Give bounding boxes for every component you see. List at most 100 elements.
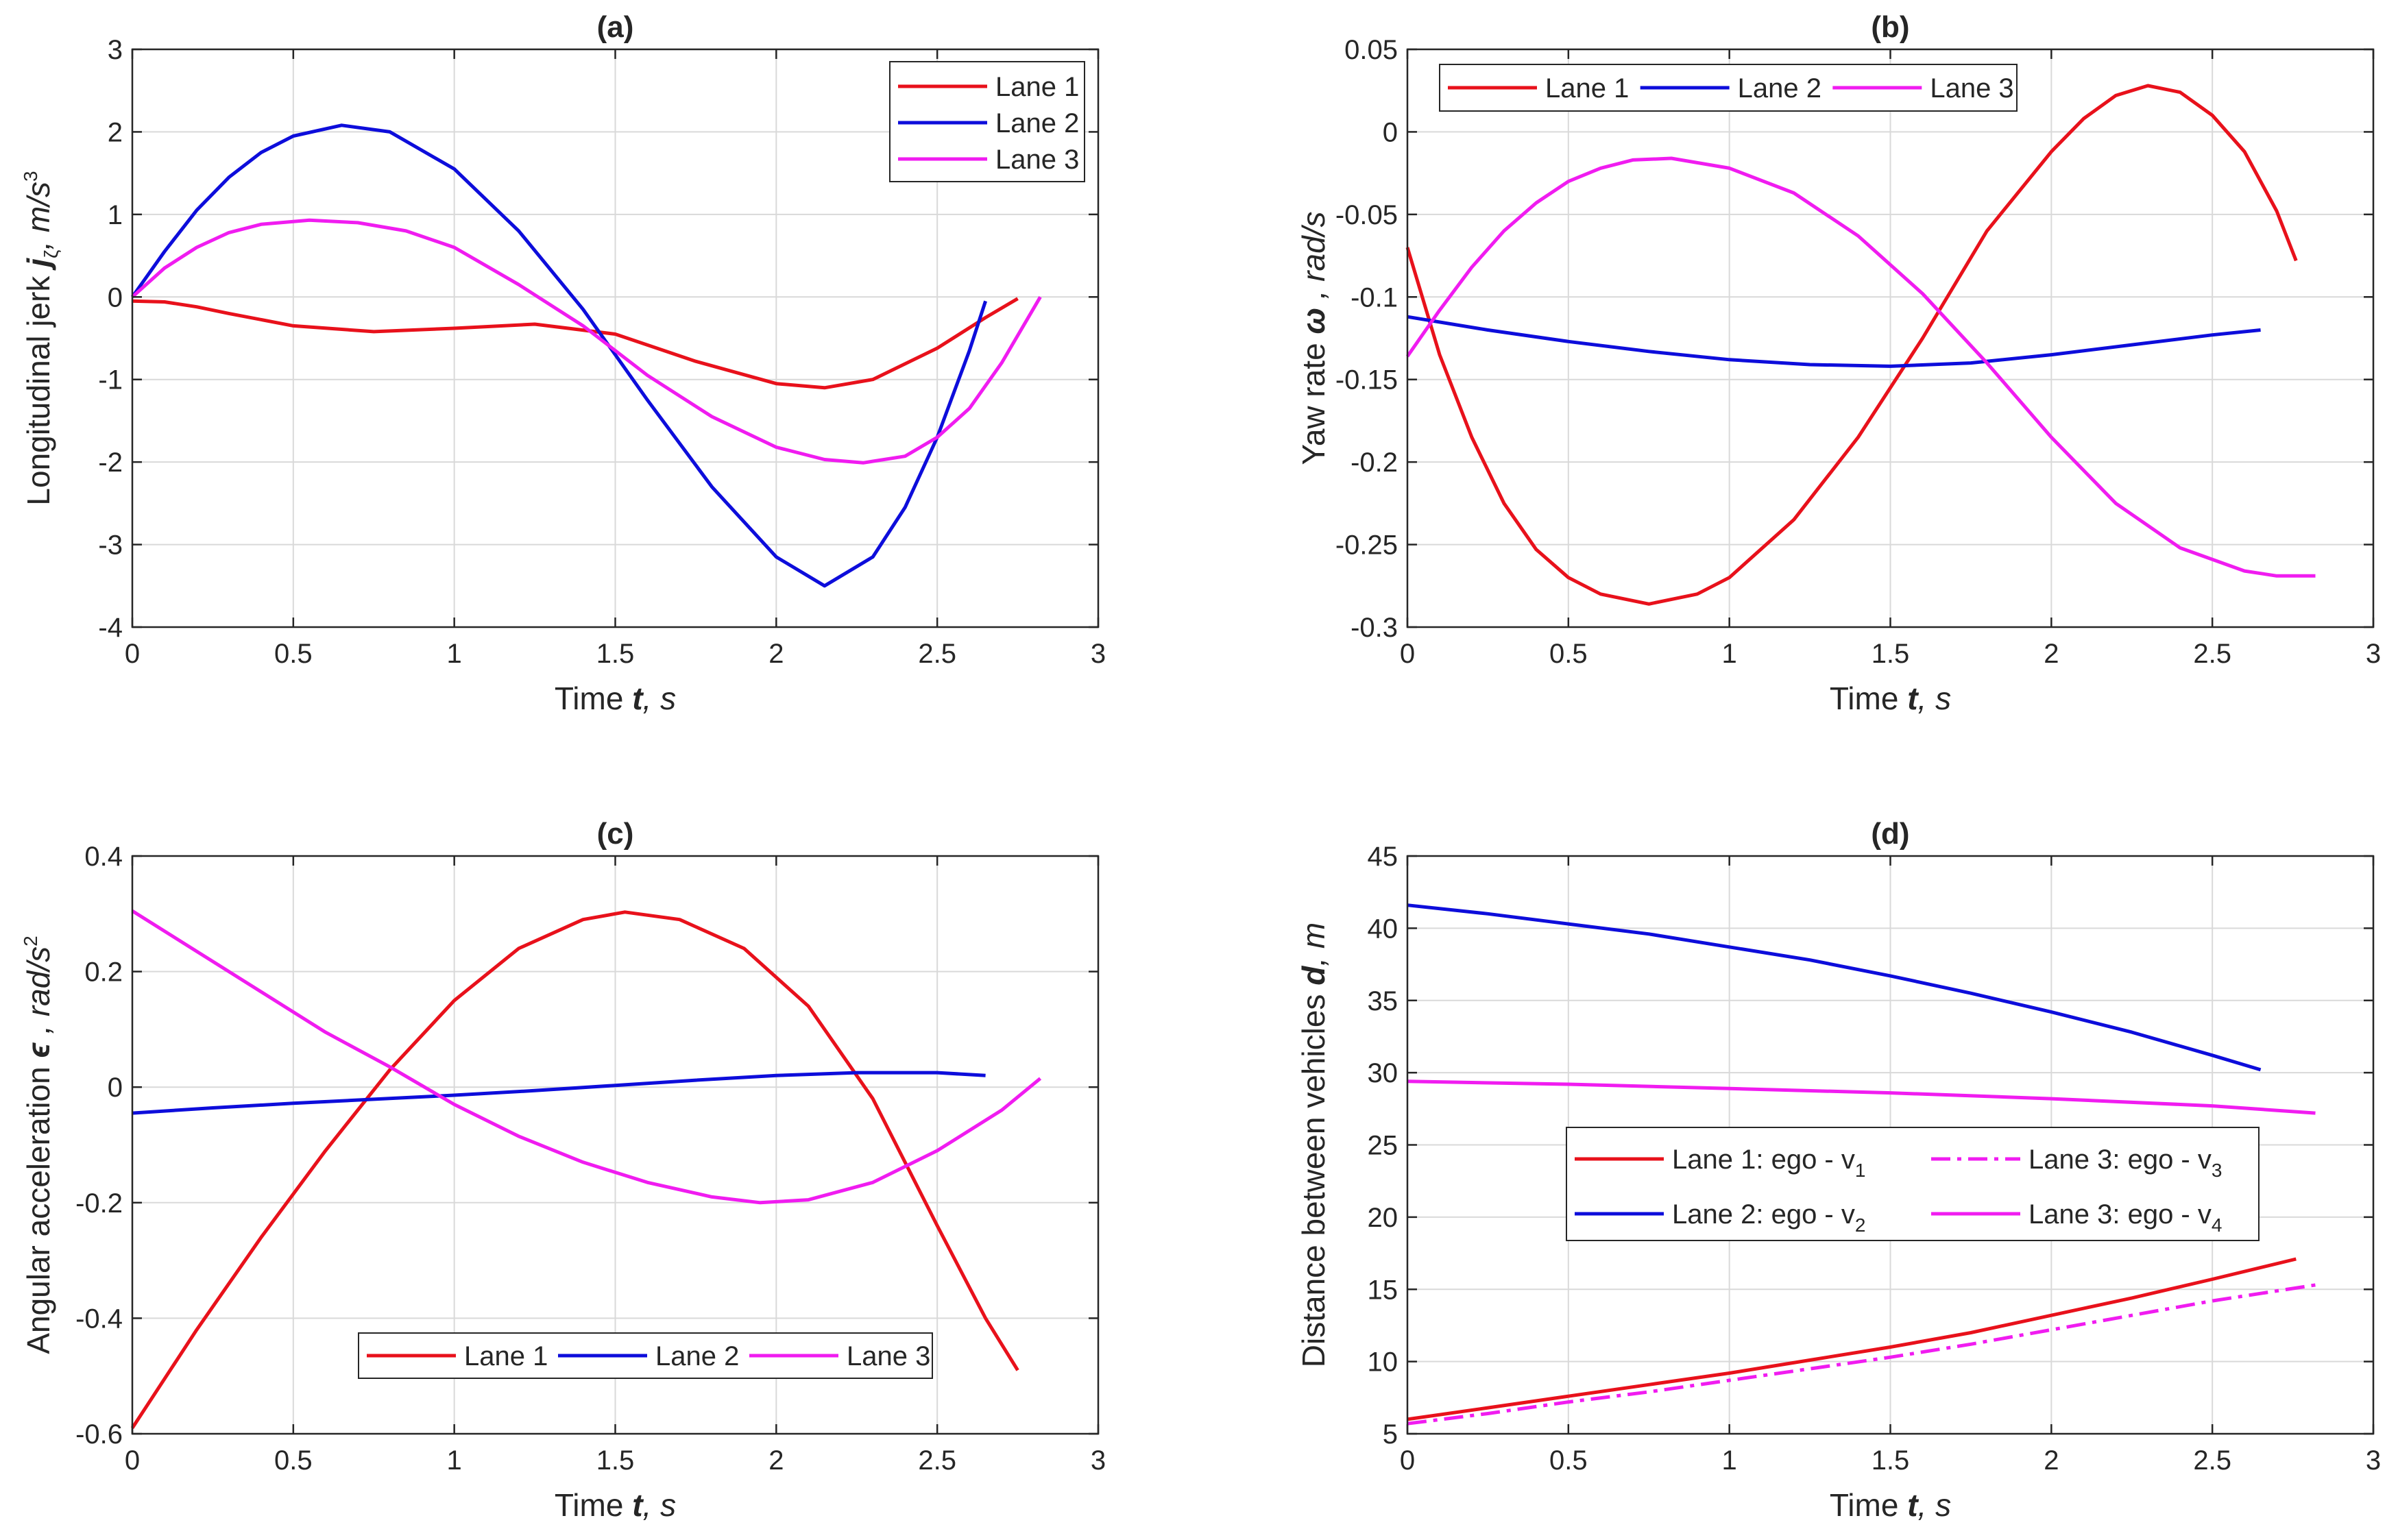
y-axis-label-text: Distance between vehicles — [1296, 986, 1331, 1367]
legend-label-text: Lane 3: ego - v — [2028, 1145, 2212, 1175]
x-tick-label: 0 — [1400, 639, 1415, 669]
series-line-3 — [131, 218, 1042, 465]
x-axis-label-symbol: t — [632, 681, 644, 716]
legend-label-text: Lane 1 — [995, 72, 1079, 102]
chart-title: (a) — [597, 10, 634, 44]
legend-label-text: Lane 3 — [847, 1341, 930, 1371]
y-tick-label: -0.15 — [1335, 365, 1398, 395]
y-tick-label: -0.6 — [75, 1419, 123, 1450]
legend-label-text: Lane 2 — [655, 1341, 739, 1371]
series-line-4 — [1407, 1079, 2316, 1115]
y-tick-label: -0.2 — [1351, 448, 1398, 478]
y-tick-label: 1 — [108, 200, 123, 230]
y-axis-label-symbol: j — [21, 258, 56, 271]
chart-panel-c: 0 0.5 1 1.5 2 2.5 3 -0.6 -0.4 -0.2 0 0.2 0.4 (c) Time … — [20, 817, 1106, 1523]
legend-label-subscript: 1 — [1855, 1160, 1866, 1181]
y-axis-label-text: Yaw rate — [1296, 334, 1331, 465]
x-tick-label: 0.5 — [274, 1445, 313, 1476]
x-axis-label-text: Time — [555, 1487, 632, 1523]
x-tick-label: 2 — [768, 639, 784, 669]
x-axis-label: Time t, s — [555, 681, 676, 716]
y-tick-label: -2 — [98, 448, 123, 478]
chart-title: (c) — [597, 817, 634, 851]
x-tick-label: 3 — [1091, 639, 1106, 669]
legend-label-3: Lane 3 — [995, 145, 1079, 175]
y-tick-label: 2 — [108, 117, 123, 147]
x-axis-label-units: , s — [1918, 1487, 1952, 1523]
chart-panel-a: 0 0.5 1 1.5 2 2.5 3 -4 -3 -2 -1 0 1 2 3 (a) Time t, s Lon… — [20, 10, 1106, 716]
x-tick-label: 0.5 — [1549, 639, 1588, 669]
x-axis-label: Time t, s — [1830, 1487, 1951, 1523]
y-tick-label: 20 — [1368, 1203, 1398, 1233]
x-axis-label-units: , s — [643, 681, 677, 716]
y-tick-label: 0.05 — [1344, 35, 1398, 65]
y-tick-label: 35 — [1368, 986, 1398, 1016]
x-tick-label: 2 — [2044, 1445, 2059, 1476]
legend: Lane 1 Lane 2 Lane 3 — [358, 1332, 933, 1379]
series-line-2 — [1407, 315, 2261, 368]
y-tick-label: 10 — [1368, 1347, 1398, 1378]
series-line-2 — [1407, 1283, 2316, 1426]
legend-label-2: Lane 3: ego - v3 — [2028, 1145, 2222, 1181]
y-tick-label: 45 — [1368, 842, 1398, 872]
legend-label-text: Lane 3 — [995, 145, 1079, 175]
x-tick-label: 2.5 — [2193, 639, 2231, 669]
legend: Lane 1 Lane 2 Lane 3 — [889, 61, 1085, 182]
y-tick-label: -0.2 — [75, 1188, 123, 1219]
x-tick-label: 0 — [125, 639, 140, 669]
x-tick-label: 1.5 — [1872, 639, 1910, 669]
y-tick-label: 3 — [108, 35, 123, 65]
legend-label-2: Lane 2 — [995, 108, 1079, 138]
legend-label-1: Lane 1 — [1545, 73, 1629, 103]
x-tick-label: 1.5 — [596, 639, 635, 669]
legend-label-text: Lane 3: ego - v — [2028, 1199, 2212, 1230]
series-line-1 — [132, 297, 1019, 390]
y-tick-label: 0.4 — [84, 842, 123, 872]
x-axis-label-text: Time — [555, 681, 632, 716]
y-axis-label-subscript: ζ — [40, 250, 62, 258]
y-axis-label-units: , m — [1296, 922, 1331, 966]
legend-label-subscript: 4 — [2212, 1214, 2223, 1236]
y-tick-label: 0.2 — [84, 957, 123, 988]
x-tick-label: 3 — [2366, 639, 2381, 669]
series-line-2 — [132, 1071, 986, 1115]
x-tick-label: 1.5 — [1872, 1445, 1910, 1476]
y-tick-label: 5 — [1383, 1419, 1398, 1450]
y-tick-label: -0.05 — [1335, 200, 1398, 230]
y-axis-label: Distance between vehicles d, m — [1296, 922, 1331, 1367]
y-axis-label: Angular acceleration ϵ , rad/s2 — [20, 936, 56, 1354]
legend-box — [1566, 1127, 2260, 1241]
x-tick-label: 0.5 — [1549, 1445, 1588, 1476]
y-tick-label: -1 — [98, 365, 123, 395]
y-tick-label: 0 — [108, 1073, 123, 1103]
y-axis-label-superscript: 3 — [20, 171, 41, 182]
y-axis-label-text: Longitudinal jerk — [21, 267, 56, 506]
y-axis-label-units: , rad/s — [1296, 212, 1331, 308]
legend-label-2: Lane 2 — [1738, 73, 1821, 103]
y-axis-label: Yaw rate ω , rad/s — [1296, 212, 1331, 465]
series-line-1 — [130, 910, 1019, 1429]
x-tick-label: 1 — [1722, 1445, 1737, 1476]
legend-label-text: Lane 3 — [1930, 73, 2013, 103]
x-axis-label-symbol: t — [1907, 681, 1919, 716]
y-axis-label-symbol: ϵ — [21, 1042, 56, 1058]
legend-label-text: Lane 2 — [1738, 73, 1821, 103]
y-tick-label: -0.25 — [1335, 530, 1398, 561]
x-axis-label-units: , s — [1918, 681, 1952, 716]
legend-label-text: Lane 1: ego - v — [1672, 1145, 1855, 1175]
legend: Lane 1 Lane 2 Lane 3 — [1439, 64, 2018, 112]
y-tick-label: -4 — [98, 613, 123, 643]
legend-label-3: Lane 3 — [1930, 73, 2013, 103]
legend-label-1: Lane 1 — [995, 72, 1079, 102]
legend-label-3: Lane 2: ego - v2 — [1672, 1199, 1865, 1236]
y-tick-label: -0.3 — [1351, 613, 1398, 643]
chart-title: (b) — [1871, 10, 1909, 44]
legend-label-subscript: 2 — [1855, 1214, 1866, 1236]
x-tick-label: 2 — [2044, 639, 2059, 669]
x-tick-label: 0 — [1400, 1445, 1415, 1476]
x-tick-label: 1 — [447, 639, 462, 669]
y-tick-label: 25 — [1368, 1131, 1398, 1161]
x-tick-label: 3 — [2366, 1445, 2381, 1476]
y-axis-label-superscript: 2 — [20, 936, 41, 946]
